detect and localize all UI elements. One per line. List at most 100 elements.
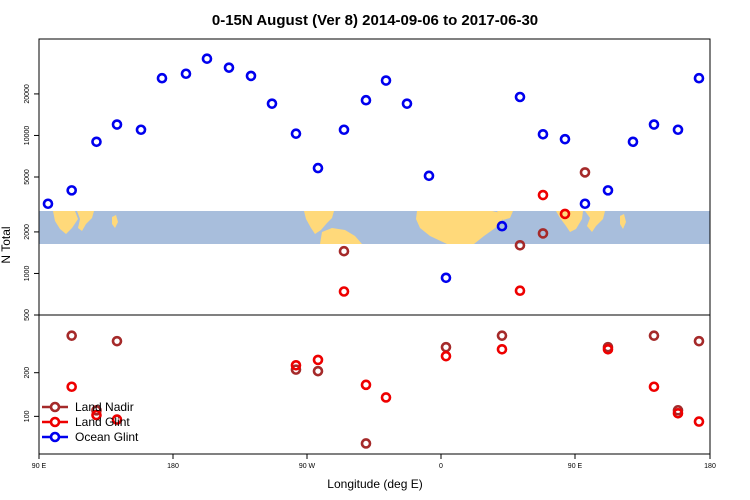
land-glint-point bbox=[338, 286, 350, 297]
legend-label-land-glint: Land Glint bbox=[75, 415, 130, 429]
map-land-indochina bbox=[77, 211, 94, 231]
map-land-central-america bbox=[304, 211, 334, 234]
legend-marker-land-glint bbox=[49, 416, 61, 428]
land-glint-point bbox=[440, 350, 452, 362]
ocean-glint-point bbox=[223, 62, 235, 73]
map-land-africa bbox=[416, 211, 506, 244]
ocean-glint-point bbox=[423, 170, 435, 182]
y-tick-label: 5000 bbox=[24, 169, 31, 185]
ocean-glint-point bbox=[111, 119, 123, 130]
land-glint-point bbox=[537, 189, 549, 201]
y-tick-label: 20000 bbox=[24, 84, 31, 104]
ocean-glint-point bbox=[266, 98, 278, 109]
ocean-glint-point bbox=[380, 75, 392, 86]
land-nadir-point bbox=[440, 341, 452, 353]
land-glint-point bbox=[111, 414, 123, 425]
ocean-glint-point bbox=[66, 185, 77, 196]
plot-frame bbox=[38, 38, 711, 455]
legend-marker-land-nadir bbox=[49, 401, 61, 413]
chart-title: 0-15N August (Ver 8) 2014-09-06 to 2017-… bbox=[212, 12, 538, 29]
world-map-strip bbox=[39, 211, 710, 244]
data-points bbox=[42, 53, 705, 449]
y-tick-label: 200 bbox=[24, 367, 31, 379]
x-tick-label: 90 E bbox=[32, 463, 47, 470]
ocean-glint-point bbox=[180, 68, 192, 80]
land-nadir-point bbox=[514, 239, 526, 251]
map-land-india bbox=[53, 211, 78, 234]
ocean-glint-point bbox=[579, 198, 591, 210]
map-land-indochina-2 bbox=[585, 211, 605, 232]
y-tick-label: 1000 bbox=[24, 266, 31, 282]
land-glint-point bbox=[496, 344, 508, 355]
x-tick-label: 90 E bbox=[568, 463, 583, 470]
ocean-glint-point bbox=[496, 220, 508, 232]
land-nadir-point bbox=[338, 245, 350, 257]
y-tick-label: 10000 bbox=[24, 126, 31, 146]
map-land-south-america bbox=[320, 228, 362, 244]
ocean-glint-point bbox=[602, 185, 614, 196]
ocean-glint-point bbox=[201, 53, 213, 64]
ocean-glint-point bbox=[440, 272, 452, 284]
land-nadir-point bbox=[66, 330, 77, 341]
map-land-philippines-2 bbox=[620, 214, 626, 229]
land-nadir-point bbox=[312, 365, 324, 377]
land-nadir-point bbox=[111, 335, 123, 347]
ocean-glint-point bbox=[648, 119, 660, 130]
legend-marker-ocean-glint bbox=[49, 431, 61, 443]
legend-label-ocean-glint: Ocean Glint bbox=[75, 430, 139, 444]
land-glint-point bbox=[66, 381, 77, 393]
land-nadir-point bbox=[290, 364, 302, 375]
ocean-glint-point bbox=[693, 72, 705, 84]
land-glint-point bbox=[380, 392, 392, 403]
ocean-glint-point bbox=[156, 72, 168, 84]
ocean-glint-point bbox=[91, 136, 102, 148]
ocean-glint-point bbox=[290, 128, 302, 139]
ocean-glint-point bbox=[559, 133, 571, 145]
land-glint-point bbox=[290, 359, 302, 371]
map-land-philippines bbox=[112, 215, 118, 228]
y-tick-label: 100 bbox=[24, 410, 31, 422]
y-axis-title: N Total bbox=[0, 226, 13, 263]
land-glint-point bbox=[360, 379, 372, 391]
map-land-arabia bbox=[497, 211, 513, 220]
ocean-glint-point bbox=[360, 94, 372, 106]
land-glint-point bbox=[648, 381, 660, 393]
x-axis-title: Longitude (deg E) bbox=[327, 477, 422, 491]
ocean-glint-point bbox=[135, 124, 147, 136]
land-glint-point bbox=[602, 344, 614, 355]
legend-label-land-nadir: Land Nadir bbox=[75, 400, 134, 414]
ocean-glint-point bbox=[672, 124, 684, 136]
ocean-glint-point bbox=[312, 162, 324, 174]
land-nadir-point bbox=[537, 228, 549, 239]
map-ocean bbox=[39, 211, 710, 244]
land-glint-point bbox=[312, 354, 324, 366]
x-axis-ticks: 90 E 180 90 W 0 90 E 180 bbox=[32, 454, 716, 470]
ocean-glint-point bbox=[401, 98, 413, 109]
y-tick-label: 2000 bbox=[24, 224, 31, 240]
land-nadir-point bbox=[360, 438, 372, 449]
ocean-glint-point bbox=[245, 70, 257, 82]
land-glint-point bbox=[559, 208, 571, 220]
land-glint-point bbox=[672, 407, 684, 419]
land-glint-point bbox=[693, 416, 705, 427]
land-glint-point bbox=[514, 285, 526, 296]
x-tick-label: 180 bbox=[704, 463, 716, 470]
land-nadir-point bbox=[648, 330, 660, 341]
land-nadir-point bbox=[693, 335, 705, 347]
ocean-glint-point bbox=[338, 124, 350, 136]
land-glint-point bbox=[91, 409, 102, 421]
ocean-glint-point bbox=[42, 198, 54, 210]
land-nadir-point bbox=[91, 405, 102, 416]
x-tick-label: 180 bbox=[167, 463, 179, 470]
land-nadir-point bbox=[579, 167, 591, 178]
y-axis-ticks: 100 200 500 1000 2000 5000 10000 20000 bbox=[24, 84, 39, 422]
ocean-glint-point bbox=[514, 91, 526, 103]
land-nadir-point bbox=[496, 330, 508, 341]
ocean-glint-point bbox=[537, 128, 549, 140]
x-tick-label: 90 W bbox=[299, 463, 316, 470]
y-tick-label: 500 bbox=[24, 309, 31, 321]
x-tick-label: 0 bbox=[439, 463, 443, 470]
ocean-glint-point bbox=[627, 136, 639, 148]
